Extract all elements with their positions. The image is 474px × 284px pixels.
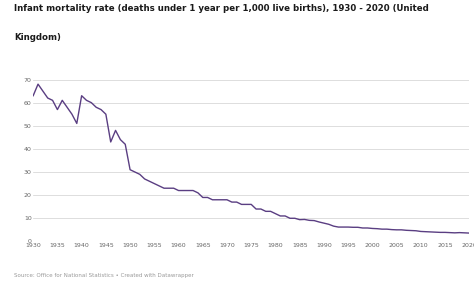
Text: Infant mortality rate (deaths under 1 year per 1,000 live births), 1930 - 2020 (: Infant mortality rate (deaths under 1 ye… [14,4,429,13]
Text: Source: Office for National Statistics • Created with Datawrapper: Source: Office for National Statistics •… [14,273,194,278]
Text: Kingdom): Kingdom) [14,33,61,42]
